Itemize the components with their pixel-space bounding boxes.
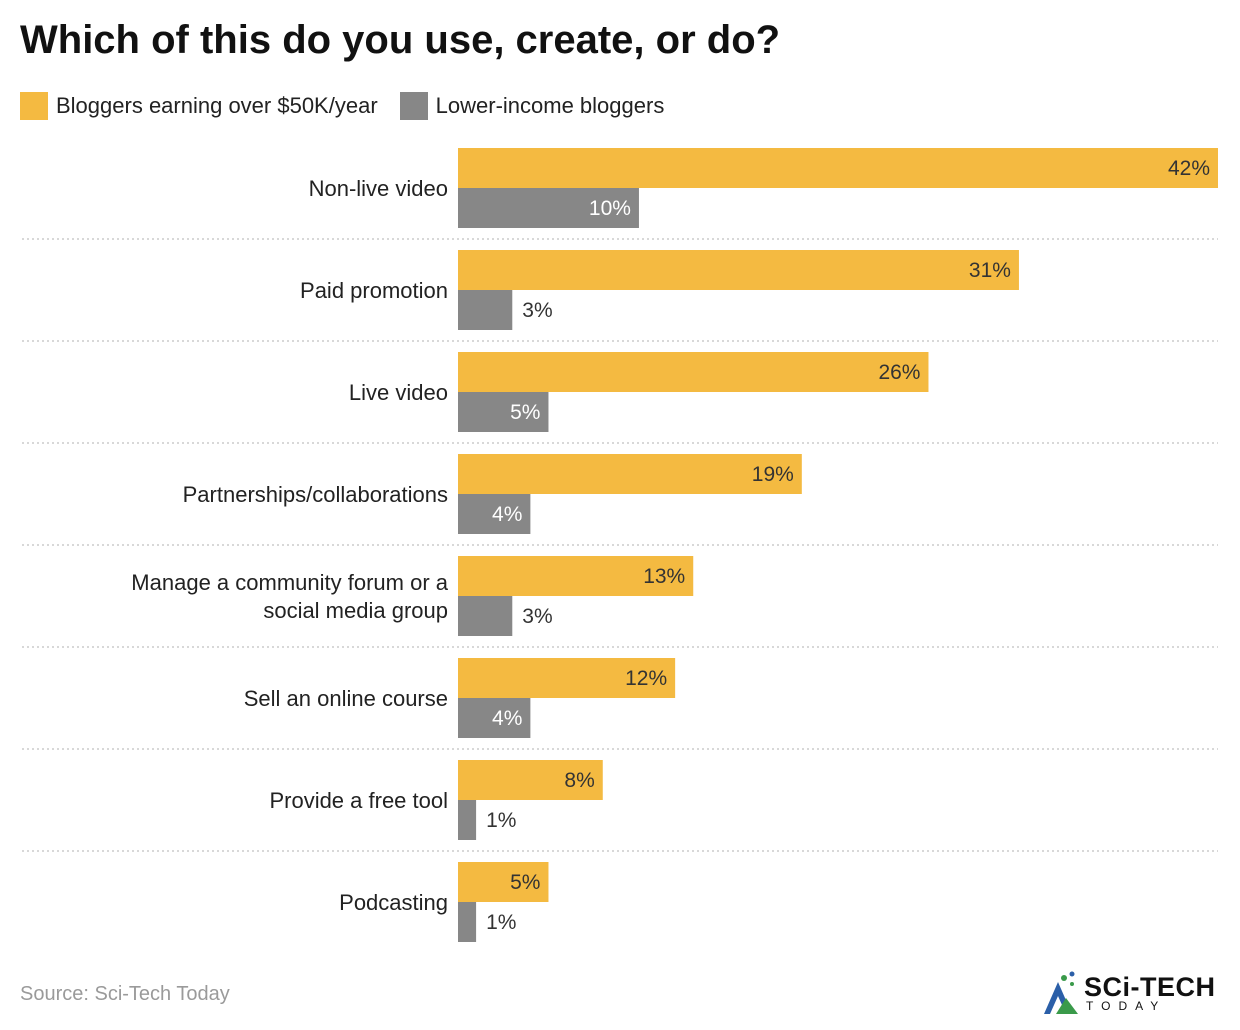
bar-chart: Non-live video 42% 10% Paid promotion 31% 3% L…	[22, 148, 1218, 942]
legend-swatch-high-income	[20, 92, 48, 120]
data-label: 12%	[625, 667, 667, 690]
data-label: 1%	[486, 809, 516, 832]
data-label: 8%	[564, 769, 594, 792]
category-label: Manage a community forum or a	[131, 570, 448, 595]
bar-high-income	[458, 352, 929, 392]
data-label: 26%	[878, 361, 920, 384]
category-label: Paid promotion	[300, 278, 448, 303]
category-label: social media group	[263, 598, 448, 623]
legend-label-high-income: Bloggers earning over $50K/year	[56, 93, 378, 118]
category-label: Live video	[349, 380, 448, 405]
bar-lower-income	[458, 800, 477, 840]
legend-item-lower-income: Lower-income bloggers	[399, 92, 665, 120]
bar-lower-income	[458, 494, 531, 534]
chart-title: Which of this do you use, create, or do?	[20, 18, 781, 62]
category-label: Podcasting	[339, 890, 448, 915]
category-label: Partnerships/collaborations	[183, 482, 448, 507]
logo-subtext: TODAY	[1086, 999, 1167, 1013]
data-label: 3%	[522, 605, 552, 628]
category-label: Sell an online course	[244, 686, 448, 711]
chart-legend: Bloggers earning over $50K/year Lower-in…	[20, 92, 686, 120]
data-label: 4%	[492, 707, 522, 730]
category-label: Non-live video	[309, 176, 448, 201]
data-label: 10%	[589, 197, 631, 220]
data-label: 19%	[752, 463, 794, 486]
bar-high-income	[458, 556, 694, 596]
data-label: 4%	[492, 503, 522, 526]
bar-lower-income	[458, 596, 513, 636]
logo-mark-icon	[1044, 971, 1078, 1014]
bar-high-income	[458, 454, 802, 494]
category-label: Provide a free tool	[269, 788, 448, 813]
bar-high-income	[458, 760, 603, 800]
bar-high-income	[458, 862, 549, 902]
data-label: 5%	[510, 871, 540, 894]
logo-text: SCi-TECH	[1084, 972, 1216, 1002]
legend-label-lower-income: Lower-income bloggers	[435, 93, 665, 118]
bar-high-income	[458, 148, 1218, 188]
bar-lower-income	[458, 392, 549, 432]
data-label: 3%	[522, 299, 552, 322]
sci-tech-today-logo: SCi-TECH TODAY	[1040, 968, 1230, 1020]
data-label: 42%	[1168, 157, 1210, 180]
bar-lower-income	[458, 290, 513, 330]
data-label: 31%	[969, 259, 1011, 282]
bar-lower-income	[458, 698, 531, 738]
bar-high-income	[458, 250, 1019, 290]
bar-lower-income	[458, 902, 477, 942]
data-label: 1%	[486, 911, 516, 934]
source-note: Source: Sci-Tech Today	[20, 983, 230, 1005]
data-label: 13%	[643, 565, 685, 588]
bar-high-income	[458, 658, 676, 698]
legend-item-high-income: Bloggers earning over $50K/year	[20, 92, 378, 120]
bar-lower-income	[458, 188, 639, 228]
legend-swatch-lower-income	[399, 92, 428, 120]
data-label: 5%	[510, 401, 540, 424]
